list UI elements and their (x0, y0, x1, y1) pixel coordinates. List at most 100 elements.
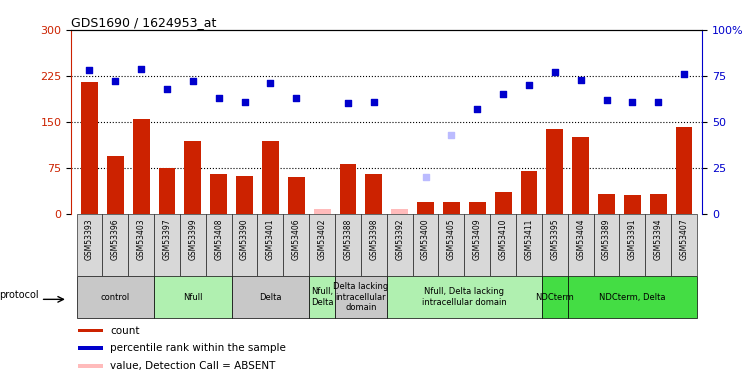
Point (497, 92, 509, 98)
Point (523, 82, 535, 88)
Bar (568, 276, 697, 318)
Bar (572, 137, 589, 214)
Bar (387, 214, 412, 276)
Bar (520, 171, 538, 214)
Bar (231, 276, 309, 318)
Bar (495, 192, 511, 214)
Bar (77, 346, 103, 350)
Text: GSM53407: GSM53407 (680, 219, 689, 260)
Bar (77, 276, 154, 318)
Bar (258, 214, 283, 276)
Bar (542, 214, 568, 276)
Bar (339, 164, 357, 214)
Point (342, 100, 354, 106)
Bar (335, 214, 361, 276)
Point (368, 99, 380, 105)
Text: GSM53395: GSM53395 (550, 219, 559, 260)
Point (291, 95, 303, 101)
Bar (133, 119, 149, 214)
Bar (231, 214, 258, 276)
Text: GSM53396: GSM53396 (111, 219, 120, 260)
Bar (516, 214, 542, 276)
Bar (158, 168, 176, 214)
Text: GSM53410: GSM53410 (499, 219, 508, 260)
Text: GSM53402: GSM53402 (318, 219, 327, 260)
Bar (490, 214, 516, 276)
Point (239, 99, 251, 105)
Text: GSM53409: GSM53409 (472, 219, 481, 260)
Text: GSM53401: GSM53401 (266, 219, 275, 260)
Text: GSM53405: GSM53405 (447, 219, 456, 260)
Text: GSM53411: GSM53411 (524, 219, 533, 260)
Text: GSM53388: GSM53388 (343, 219, 352, 260)
Point (135, 66, 147, 72)
Bar (671, 214, 697, 276)
Bar (283, 214, 309, 276)
Text: GDS1690 / 1624953_at: GDS1690 / 1624953_at (71, 16, 217, 29)
Text: percentile rank within the sample: percentile rank within the sample (110, 343, 286, 353)
Text: GSM53394: GSM53394 (653, 219, 662, 260)
Text: GSM53398: GSM53398 (369, 219, 379, 260)
Bar (314, 209, 330, 214)
Text: value, Detection Call = ABSENT: value, Detection Call = ABSENT (110, 361, 276, 371)
Text: GSM53389: GSM53389 (602, 219, 611, 260)
Point (575, 76, 587, 82)
Bar (624, 195, 641, 214)
Text: GSM53408: GSM53408 (214, 219, 223, 260)
Bar (77, 329, 103, 332)
Text: control: control (101, 292, 130, 302)
Bar (206, 214, 231, 276)
Bar (387, 276, 542, 318)
Bar (128, 214, 154, 276)
Text: protocol: protocol (0, 290, 39, 300)
Bar (180, 214, 206, 276)
Bar (568, 214, 593, 276)
Bar (542, 276, 568, 318)
Text: GSM53403: GSM53403 (137, 219, 146, 260)
Text: Delta lacking
intracellular
domain: Delta lacking intracellular domain (333, 282, 388, 312)
Point (83, 68, 95, 74)
Bar (620, 214, 645, 276)
Bar (593, 214, 620, 276)
Bar (309, 276, 335, 318)
Point (549, 69, 561, 75)
Text: GSM53406: GSM53406 (292, 219, 301, 260)
Text: GSM53397: GSM53397 (162, 219, 171, 260)
Bar (236, 176, 253, 214)
Text: Nfull: Nfull (183, 292, 203, 302)
Bar (443, 201, 460, 214)
Bar (598, 194, 615, 214)
Text: Delta: Delta (259, 292, 282, 302)
Text: GSM53393: GSM53393 (85, 219, 94, 260)
Text: GSM53390: GSM53390 (240, 219, 249, 260)
Bar (81, 82, 98, 214)
Bar (210, 174, 227, 214)
Text: Nfull,
Delta: Nfull, Delta (311, 288, 333, 307)
Point (161, 86, 173, 92)
Text: count: count (110, 326, 140, 336)
Point (471, 106, 483, 112)
Bar (102, 214, 128, 276)
Point (652, 99, 664, 105)
Bar (366, 174, 382, 214)
Point (264, 80, 276, 86)
Bar (335, 276, 387, 318)
Bar (288, 177, 305, 214)
Text: GSM53399: GSM53399 (189, 219, 198, 260)
Point (187, 78, 199, 84)
Point (213, 95, 225, 101)
Bar (107, 156, 124, 214)
Point (445, 132, 457, 138)
Bar (650, 194, 667, 214)
Bar (464, 214, 490, 276)
Text: GSM53392: GSM53392 (395, 219, 404, 260)
Bar (469, 201, 486, 214)
Bar (185, 141, 201, 214)
Bar (412, 214, 439, 276)
Bar (439, 214, 464, 276)
Bar (391, 210, 408, 214)
Bar (547, 129, 563, 214)
Bar (417, 201, 434, 214)
Point (626, 99, 638, 105)
Bar (361, 214, 387, 276)
